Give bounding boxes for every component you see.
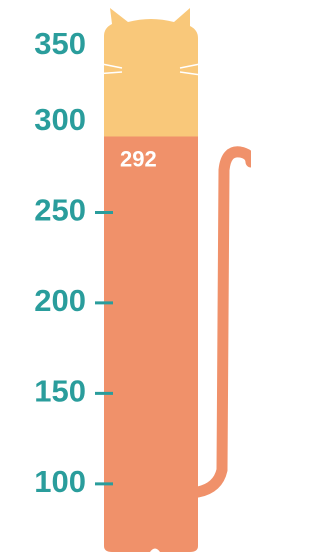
cat-tail (198, 152, 251, 492)
y-tick-label: 100 (34, 464, 86, 499)
value-label: 292 (120, 146, 157, 171)
bar (104, 136, 198, 552)
y-tick-label: 300 (34, 102, 86, 137)
y-tick-label: 250 (34, 193, 86, 228)
y-tick-label: 200 (34, 283, 86, 318)
chart: 292 100 150 200 250 300 350 (0, 0, 251, 552)
page: {"chart_data": {"type": "bar", "values":… (0, 0, 320, 552)
y-tick-label: 350 (34, 26, 86, 61)
y-tick-label: 150 (34, 374, 86, 409)
